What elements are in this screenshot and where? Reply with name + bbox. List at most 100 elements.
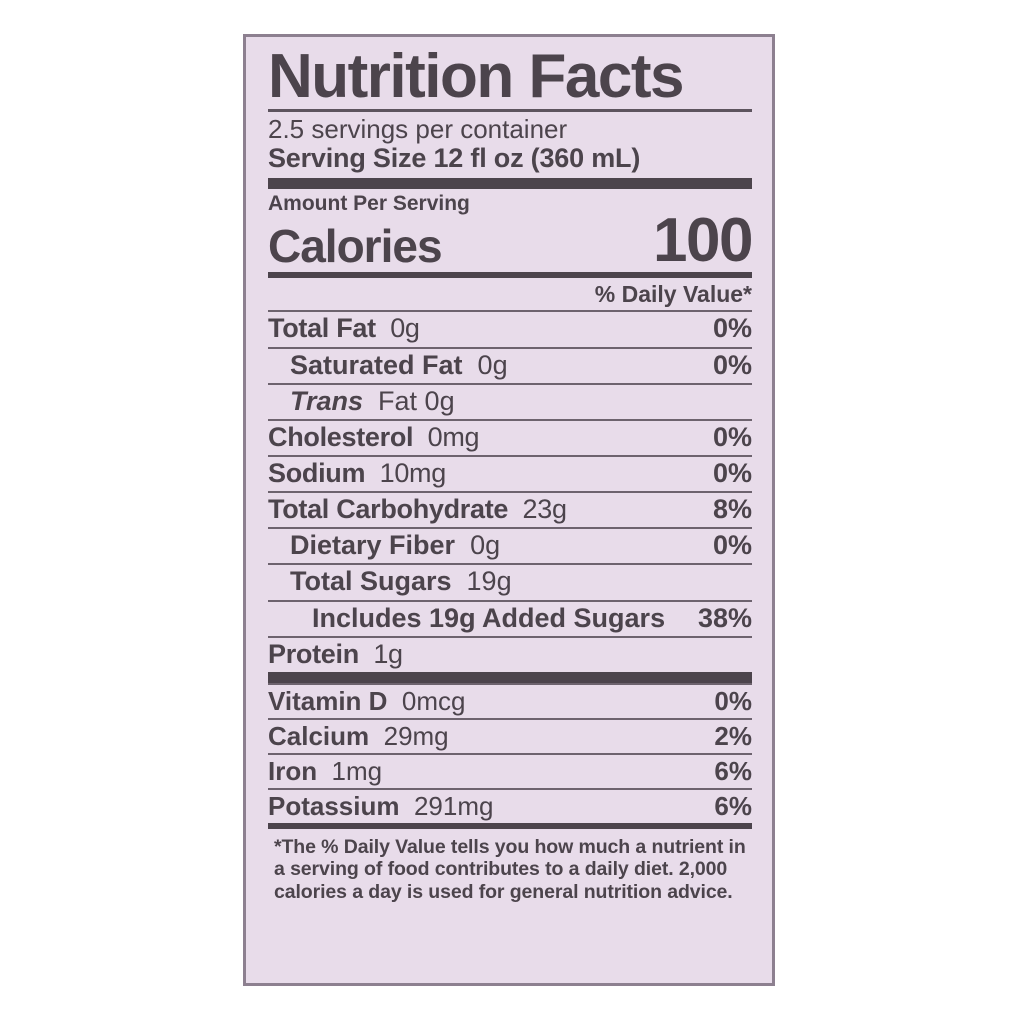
nutrient-name-amount: Vitamin D 0mcg — [268, 687, 465, 715]
row-divider — [268, 455, 752, 458]
nutrient-name: Total Fat — [268, 313, 376, 344]
nutrient-amount: 0mcg — [387, 685, 466, 716]
nutrient-list: Total Fat 0g 0% Saturated Fat 0g 0% Trans Fa… — [268, 310, 752, 672]
vitamin-row: Iron 1mg 6% — [268, 755, 752, 788]
nutrient-name: Iron — [268, 756, 318, 787]
footnote-divider — [268, 823, 752, 830]
row-divider — [268, 788, 752, 791]
nutrient-name: Trans — [290, 385, 364, 416]
daily-value-percent: 0% — [712, 458, 752, 489]
nutrient-row: Protein 1g — [268, 638, 752, 672]
daily-value-percent: 8% — [712, 494, 752, 525]
serving-size: Serving Size 12 fl oz (360 mL) — [268, 143, 641, 174]
nutrient-row: Includes 19g Added Sugars 38% — [268, 602, 752, 636]
row-divider — [268, 718, 752, 721]
nutrient-amount: 0mg — [413, 421, 480, 452]
daily-value-percent: 0% — [712, 421, 752, 452]
calories-row: Calories 100 — [268, 205, 753, 275]
nutrient-row: Total Carbohydrate 23g 8% — [268, 493, 752, 527]
protein-divider — [268, 671, 752, 683]
nutrient-name-amount: Trans Fat 0g — [290, 385, 455, 416]
nutrient-amount: 19g — [451, 566, 512, 597]
nutrient-amount: 0g — [375, 313, 420, 344]
row-divider — [268, 310, 752, 313]
daily-value-percent: 38% — [697, 602, 752, 633]
daily-value-percent: 0% — [712, 313, 752, 344]
nutrient-amount: 291mg — [399, 791, 494, 822]
row-divider — [268, 346, 752, 349]
title-divider — [268, 108, 752, 112]
row-divider — [268, 418, 752, 421]
row-divider — [268, 563, 752, 566]
nutrient-name-amount: Total Carbohydrate 23g — [268, 495, 567, 524]
nutrient-name: Vitamin D — [268, 685, 388, 716]
nutrient-name-amount: Includes 19g Added Sugars — [312, 602, 666, 633]
row-divider — [268, 599, 752, 602]
nutrient-amount: 1mg — [317, 756, 383, 787]
nutrient-name-amount: Sodium 10mg — [268, 458, 447, 489]
nutrient-amount: 0g — [462, 349, 508, 380]
row-divider — [268, 635, 752, 638]
nutrient-name: Total Carbohydrate — [268, 494, 509, 525]
nutrient-row: Sodium 10mg 0% — [268, 457, 752, 491]
calories-label: Calories — [268, 219, 443, 272]
row-divider — [268, 682, 752, 685]
nutrient-name: Dietary Fiber — [290, 530, 456, 561]
calories-divider — [268, 271, 752, 278]
serving-info-block: 2.5 servings per container Serving Size … — [268, 113, 752, 174]
serving-divider — [268, 177, 752, 189]
nutrient-amount: 1g — [358, 638, 403, 669]
nutrient-row: Total Fat 0g 0% — [268, 312, 752, 346]
nutrient-amount: Fat 0g — [363, 385, 455, 416]
nutrient-name-amount: Protein 1g — [268, 638, 403, 669]
vitamin-row: Vitamin D 0mcg 0% — [268, 685, 752, 718]
daily-value-header: % Daily Value* — [594, 280, 752, 307]
daily-value-percent: 0% — [712, 530, 752, 561]
vitamin-row: Potassium 291mg 6% — [268, 790, 752, 823]
nutrient-name: Includes 19g Added Sugars — [312, 602, 666, 633]
nutrient-row: Cholesterol 0mg 0% — [268, 421, 752, 455]
nutrient-name-amount: Potassium 291mg — [268, 792, 493, 820]
nutrient-amount: 10mg — [365, 458, 447, 489]
nutrient-row: Total Sugars 19g — [268, 565, 752, 599]
daily-value-percent: 0% — [712, 349, 752, 380]
calories-value: 100 — [653, 205, 753, 275]
nutrient-amount: 29mg — [369, 721, 449, 752]
daily-value-percent: 6% — [714, 791, 752, 822]
vitamin-list: Vitamin D 0mcg 0% Calcium 29mg 2% Iron 1mg 6%… — [268, 682, 752, 823]
nutrient-name: Protein — [268, 638, 359, 669]
nutrient-name: Calcium — [268, 721, 370, 752]
daily-value-percent: 0% — [714, 685, 752, 716]
nutrient-name: Sodium — [268, 458, 366, 489]
nutrition-facts-label: Nutrition Facts 2.5 servings per contain… — [243, 34, 775, 986]
calories-block: Amount Per Serving Calories 100 — [268, 191, 753, 275]
nutrient-name: Cholesterol — [268, 421, 414, 452]
daily-value-footnote: *The % Daily Value tells you how much a … — [274, 836, 746, 903]
nutrient-name-amount: Iron 1mg — [268, 757, 382, 785]
nutrient-name: Potassium — [268, 791, 400, 822]
row-divider — [268, 382, 752, 385]
row-divider — [268, 491, 752, 494]
nutrient-name-amount: Total Fat 0g — [268, 314, 420, 343]
nutrient-amount: 0g — [455, 530, 501, 561]
nutrient-name: Total Sugars — [290, 566, 452, 597]
nutrient-name-amount: Cholesterol 0mg — [268, 421, 480, 452]
row-divider — [268, 753, 752, 756]
nutrient-row: Saturated Fat 0g 0% — [268, 349, 752, 383]
servings-per-container: 2.5 servings per container — [268, 113, 568, 144]
amount-per-serving-label: Amount Per Serving — [268, 191, 470, 215]
label-content: Nutrition Facts 2.5 servings per contain… — [246, 37, 772, 983]
nutrient-name: Saturated Fat — [290, 349, 463, 380]
row-divider — [268, 527, 752, 530]
nutrient-name-amount: Saturated Fat 0g — [290, 349, 508, 380]
nutrient-name-amount: Dietary Fiber 0g — [290, 531, 500, 560]
nutrient-row: Dietary Fiber 0g 0% — [268, 529, 752, 563]
nutrient-amount: 23g — [508, 494, 567, 525]
page-title: Nutrition Facts — [268, 42, 684, 111]
nutrient-row: Trans Fat 0g — [268, 385, 752, 419]
vitamin-row: Calcium 29mg 2% — [268, 720, 752, 753]
nutrient-name-amount: Calcium 29mg — [268, 722, 449, 750]
daily-value-percent: 6% — [714, 756, 752, 787]
nutrient-name-amount: Total Sugars 19g — [290, 567, 512, 596]
